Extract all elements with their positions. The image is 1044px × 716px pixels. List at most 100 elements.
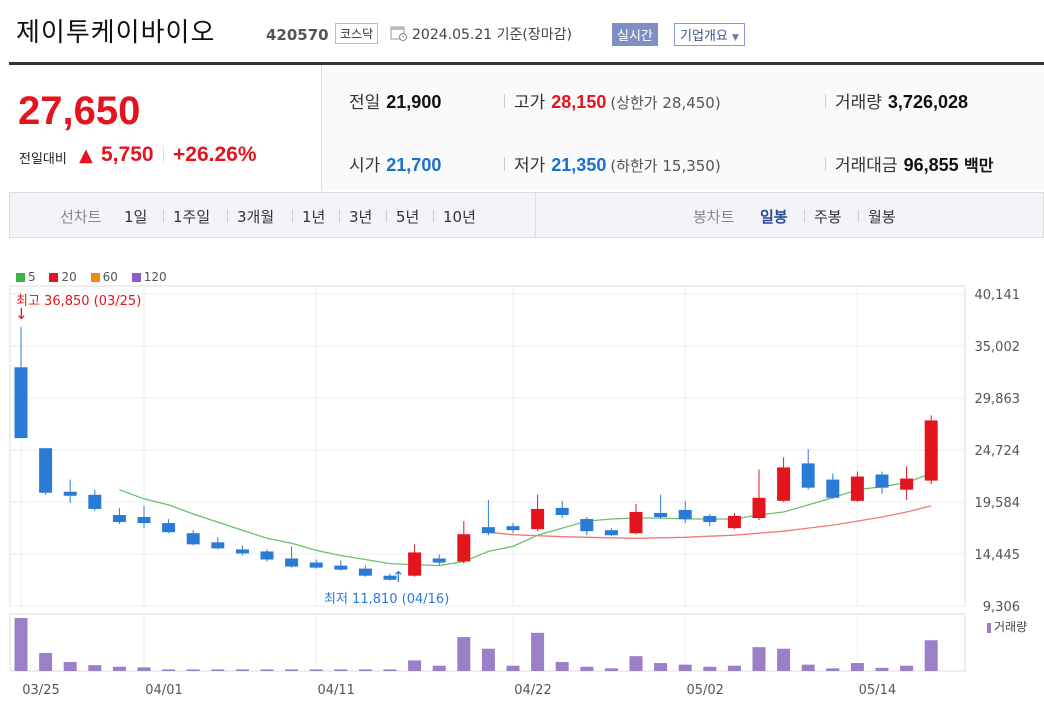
divider [433, 210, 434, 222]
tab-1d[interactable]: 1일 [124, 208, 148, 226]
up-triangle-icon: ▲ [79, 145, 93, 166]
candle-body [654, 512, 668, 518]
volume: 거래량 3,726,028 [835, 88, 968, 113]
tab-5y[interactable]: 5년 [396, 208, 420, 226]
volume-bar [801, 664, 815, 671]
volume-label: 거래량 [835, 93, 882, 113]
x-tick-label: 04/22 [514, 683, 551, 698]
divider [858, 210, 859, 222]
candle-body [678, 509, 692, 520]
candle-body [334, 565, 348, 570]
candle-body [211, 542, 225, 549]
x-tick-label: 04/11 [317, 683, 354, 698]
candle-body [408, 552, 422, 576]
stock-name: 제이투케이바이오 [16, 18, 216, 48]
tab-3y[interactable]: 3년 [349, 208, 373, 226]
high-annotation: 최고 36,850 (03/25) [16, 294, 142, 309]
volume-bar [285, 669, 299, 671]
candle-body [506, 526, 520, 531]
candle-body [358, 568, 372, 576]
divider [163, 147, 164, 163]
volume-bar [875, 667, 889, 671]
x-tick-label: 03/25 [22, 683, 59, 698]
candle-body [383, 575, 397, 580]
legend-swatch [90, 273, 100, 282]
tab-weekly[interactable]: 주봉 [814, 208, 842, 226]
tab-1w[interactable]: 1주일 [173, 208, 211, 226]
tab-1y[interactable]: 1년 [302, 208, 326, 226]
tab-3m[interactable]: 3개월 [237, 208, 275, 226]
up-arrow-icon: ↑ [392, 568, 405, 586]
company-overview-button[interactable]: 기업개요 ▼ [674, 23, 745, 46]
ma-legend: 5 20 60 120 [16, 270, 177, 284]
legend-label: 60 [102, 270, 118, 284]
y-tick-label: 9,306 [983, 600, 1020, 615]
legend-ma120: 120 [131, 270, 167, 284]
volume-bar [629, 656, 643, 671]
y-tick-label: 40,141 [975, 288, 1021, 303]
candle-body [137, 517, 151, 524]
market-badge: 코스닥 [335, 23, 379, 44]
price-plot-frame [9, 285, 966, 607]
volume-bar [112, 666, 126, 671]
y-tick-label: 19,584 [975, 496, 1021, 511]
volume-legend: 거래량 [987, 618, 1027, 635]
volume-bar [752, 647, 766, 671]
realtime-button[interactable]: 실시간 [612, 23, 658, 46]
volume-bar [531, 632, 545, 671]
tab-10y[interactable]: 10년 [443, 208, 476, 226]
volume-swatch [987, 622, 991, 633]
divider [504, 94, 505, 108]
candle-body [555, 507, 569, 515]
low-value: 21,350 [551, 155, 607, 175]
open-price: 시가 21,700 [349, 151, 441, 176]
low-label: 저가 [514, 156, 546, 176]
legend-swatch [49, 273, 59, 282]
candlestick-chart: 40,141 35,002 29,863 24,724 19,584 14,445 9,30… [9, 285, 1021, 698]
legend-ma5: 5 [16, 270, 36, 284]
chart-tabs: 선차트 1일 1주일 3개월 1년 3년 5년 10년 봉차트 일봉 주봉 월봉 [9, 192, 1044, 238]
trade-amount: 거래대금 96,855 백만 [835, 151, 993, 176]
volume-bar [604, 668, 618, 671]
volume-bar [186, 669, 200, 671]
divider [535, 193, 536, 237]
candle-body [432, 558, 446, 563]
divider [825, 157, 826, 171]
candle-body [801, 463, 815, 488]
legend-ma20: 20 [49, 270, 77, 284]
chevron-down-icon: ▼ [731, 33, 739, 43]
volume-bar [211, 669, 225, 671]
volume-bar [506, 665, 520, 671]
volume-bar [555, 661, 569, 671]
volume-bar [235, 669, 249, 671]
candle-body [309, 562, 323, 568]
volume-bar [900, 665, 914, 671]
ma20-line [488, 505, 932, 539]
candle-body [629, 511, 643, 534]
stock-code: 420570 [266, 26, 329, 44]
amount-unit: 백만 [964, 158, 994, 175]
candle-body [531, 508, 545, 530]
volume-bar [703, 666, 717, 671]
change-value: 5,750 [101, 143, 154, 166]
open-value: 21,700 [386, 155, 442, 175]
y-tick-label: 35,002 [975, 340, 1021, 355]
candle-body [235, 549, 249, 554]
candle-body [285, 558, 299, 567]
company-overview-label: 기업개요 [680, 29, 728, 44]
volume-bar [383, 669, 397, 671]
volume-bar [39, 652, 53, 671]
candle-body [875, 474, 889, 488]
candle-body [457, 534, 471, 562]
tab-monthly[interactable]: 월봉 [868, 208, 896, 226]
change-percent: +26.26% [173, 143, 257, 166]
low-price: 저가 21,350 (하한가 15,350) [514, 151, 721, 176]
candle-body [481, 527, 495, 534]
stock-header: 제이투케이바이오 420570 코스닥 2024.05.21 기준(장마감) 실… [0, 0, 1044, 60]
price-panel: 27,650 전일대비 ▲ 5,750 +26.26% 전일 21,900 고가 2… [9, 62, 1044, 190]
change-label: 전일대비 [19, 152, 67, 167]
volume-value: 3,726,028 [887, 92, 968, 112]
high-value: 28,150 [551, 92, 607, 112]
volume-bar [309, 669, 323, 671]
tab-daily[interactable]: 일봉 [760, 208, 788, 226]
